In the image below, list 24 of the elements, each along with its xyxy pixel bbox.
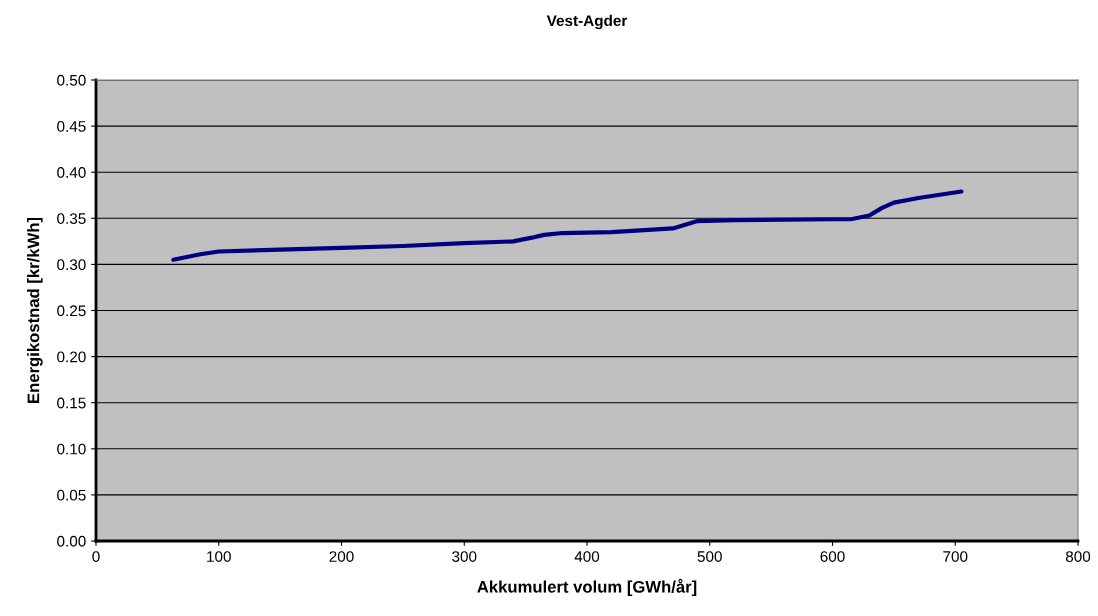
y-tick-label: 0.05 (57, 489, 86, 501)
y-tick-label: 0.20 (57, 351, 86, 363)
y-tick-label: 0.40 (57, 167, 86, 178)
y-tick-label: 0.15 (57, 397, 86, 409)
y-tick-label: 0.25 (57, 305, 86, 317)
y-tick-label: 0.50 (57, 74, 86, 86)
x-tick-label: 800 (1065, 551, 1091, 562)
chart-title: Vest-Agder (546, 14, 628, 30)
y-tick-label: 0.45 (57, 120, 86, 132)
y-tick-label: 0.10 (57, 443, 86, 455)
x-tick-label: 600 (820, 551, 845, 562)
y-axis-title: Energikostnad [kr/kWh] (27, 217, 43, 403)
x-tick-label: 300 (452, 551, 477, 562)
y-tick-label: 0.00 (57, 535, 86, 547)
line-series (171, 189, 964, 262)
x-axis-title: Akkumulert volum [GWh/år] (477, 578, 697, 597)
x-tick-label: 700 (943, 551, 968, 562)
x-tick-label: 500 (697, 551, 722, 562)
x-tick-label: 100 (207, 551, 231, 562)
y-tick-label: 0.35 (57, 213, 86, 224)
x-tick-label: 0 (92, 551, 100, 562)
y-tick-label: 0.30 (57, 259, 86, 271)
x-tick-label: 400 (574, 551, 600, 562)
x-tick-label: 200 (329, 551, 354, 562)
